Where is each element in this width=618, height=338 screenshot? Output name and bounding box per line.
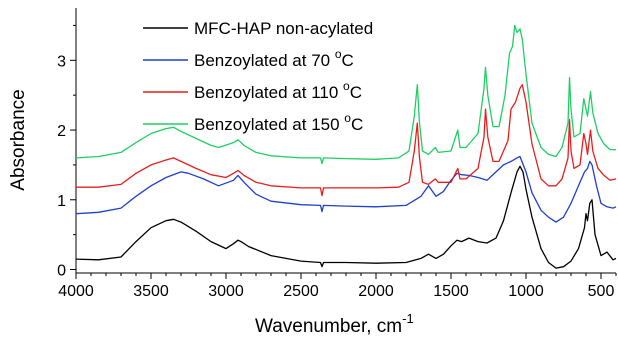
tick-layer: 4000 3500 3000 2500 2000 1500 1000 500 0 1 2 3: [57, 24, 617, 300]
legend-label-2: Benzoylated at 110 oC: [194, 79, 362, 102]
y-axis-title: Absorbance: [8, 89, 29, 190]
series-layer: [75, 24, 617, 269]
x-tick-label-2: 3000: [208, 283, 244, 300]
legend-label-3-tail: C: [351, 115, 363, 134]
legend-label-0: MFC-HAP non-acylated: [194, 19, 373, 38]
y-tick-label-2: 2: [57, 123, 66, 140]
legend-item-1: Benzoylated at 70 oC: [143, 47, 354, 70]
x-axis-title-sup: -1: [402, 311, 414, 326]
legend-item-0: MFC-HAP non-acylated: [143, 19, 373, 38]
legend-label-1-text: Benzoylated at 70: [194, 51, 335, 70]
legend-label-1: Benzoylated at 70 oC: [194, 47, 354, 70]
legend-label-3-sup: o: [344, 111, 351, 125]
x-tick-label-1: 3500: [133, 283, 169, 300]
series-line-3: [75, 24, 616, 165]
legend-label-3: Benzoylated at 150 oC: [194, 111, 363, 134]
legend: MFC-HAP non-acylated Benzoylated at 70 o…: [143, 19, 373, 134]
x-axis-title-text: Wavenumber, cm: [255, 316, 402, 337]
x-tick-label-4: 2000: [358, 283, 394, 300]
x-tick-label-5: 1500: [433, 283, 469, 300]
legend-label-1-sup: o: [335, 47, 342, 61]
y-tick-label-1: 1: [57, 193, 66, 210]
legend-item-2: Benzoylated at 110 oC: [143, 79, 362, 102]
x-tick-label-3: 2500: [283, 283, 319, 300]
y-tick-label-0: 0: [57, 263, 66, 280]
x-tick-label-0: 4000: [58, 283, 94, 300]
legend-label-2-sup: o: [343, 79, 350, 93]
series-line-0: [75, 165, 617, 269]
x-tick-label-6: 1000: [508, 283, 544, 300]
series-line-2: [76, 84, 617, 197]
legend-label-1-tail: C: [342, 51, 354, 70]
legend-label-3-text: Benzoylated at 150: [194, 115, 344, 134]
legend-label-2-text: Benzoylated at 110: [194, 83, 343, 102]
x-axis-title: Wavenumber, cm-1: [255, 311, 414, 337]
series-line-1: [75, 155, 617, 223]
y-tick-label-3: 3: [57, 53, 66, 70]
x-tick-label-7: 500: [588, 283, 615, 300]
legend-label-2-tail: C: [350, 83, 362, 102]
legend-item-3: Benzoylated at 150 oC: [143, 111, 363, 134]
